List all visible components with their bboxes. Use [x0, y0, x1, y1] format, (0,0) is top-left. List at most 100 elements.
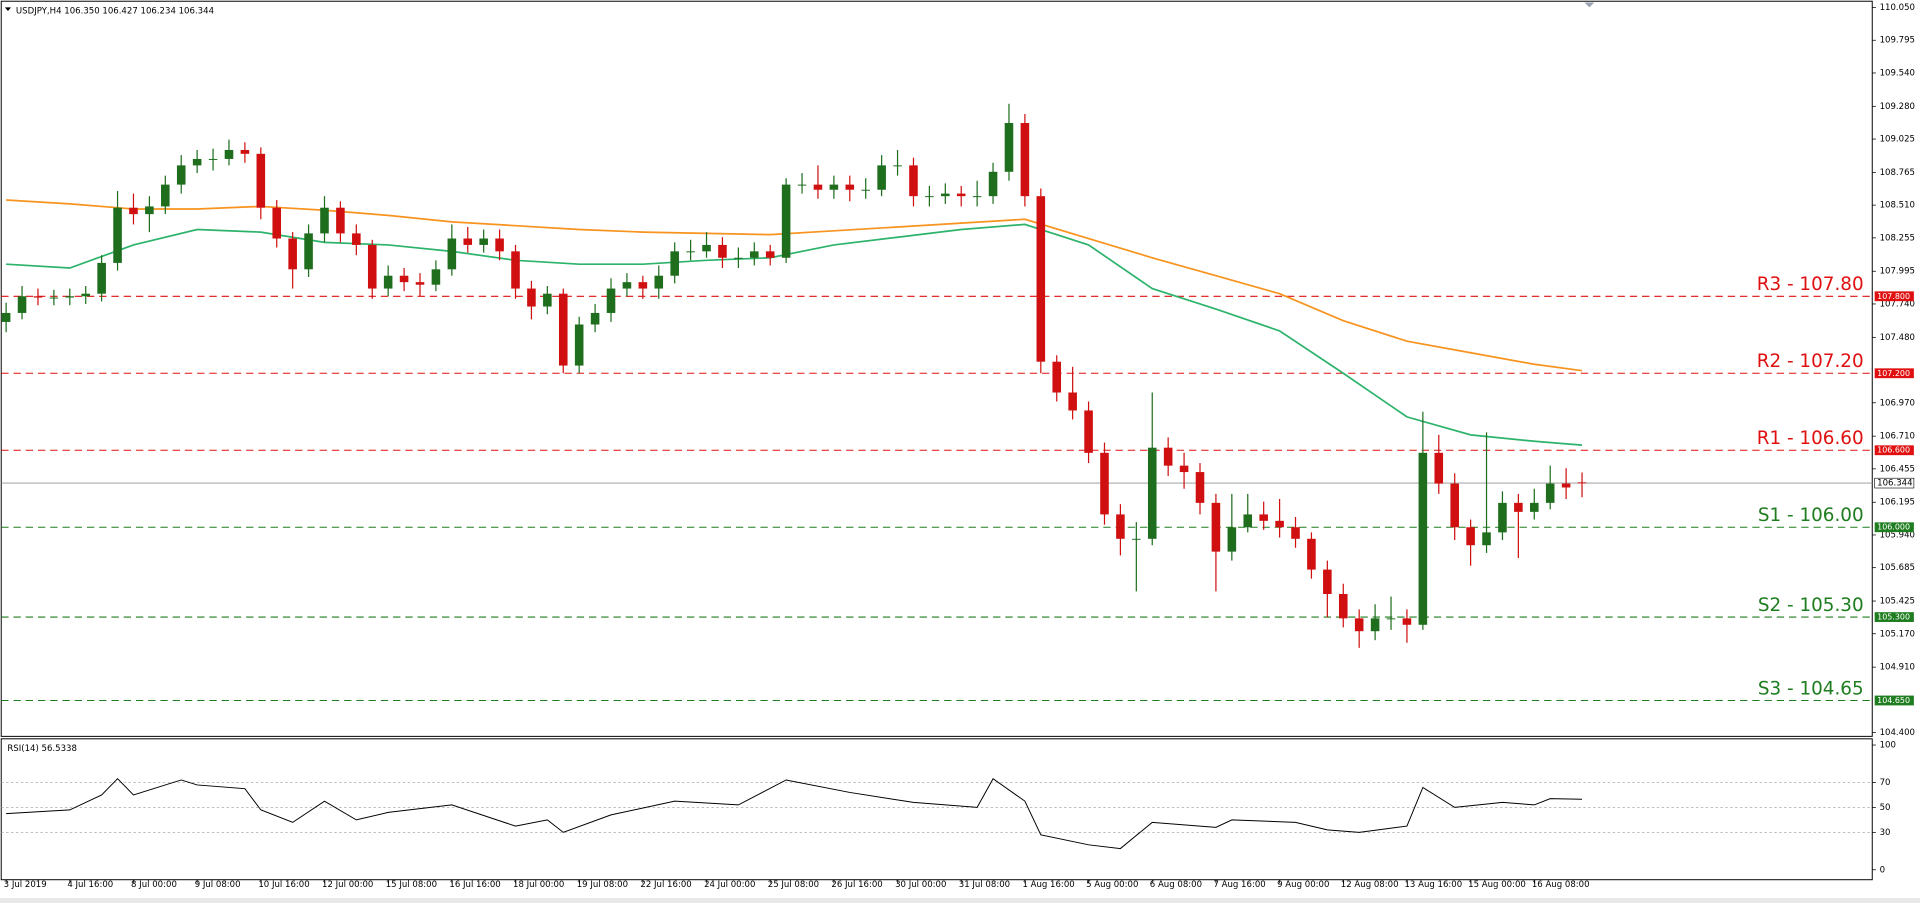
- candle-body: [1132, 538, 1141, 540]
- candle-body: [590, 312, 600, 325]
- candle-body: [1147, 447, 1157, 539]
- rsi-y-tick-label: 100: [1880, 741, 1896, 751]
- candle-body: [1036, 196, 1046, 362]
- y-tick-label: 110.050: [1880, 3, 1915, 13]
- candle-body: [941, 193, 950, 197]
- rsi-y-tick-label: 50: [1880, 803, 1891, 813]
- x-tick-label: 12 Jul 00:00: [322, 880, 373, 890]
- last-price-label: 106.344: [1877, 479, 1912, 489]
- candle-body: [1211, 502, 1221, 552]
- candle-body: [702, 244, 711, 252]
- candle-body: [1450, 483, 1459, 528]
- candle-body: [861, 189, 870, 191]
- level-label: S3 - 104.65: [1758, 678, 1864, 699]
- candle-body: [1020, 123, 1030, 197]
- candle-body: [383, 275, 393, 289]
- bottom-strip: [0, 898, 1920, 903]
- candle-body: [240, 149, 250, 154]
- x-tick-label: 12 Aug 08:00: [1341, 880, 1399, 890]
- y-tick-label: 108.255: [1880, 233, 1915, 243]
- x-tick-label: 13 Aug 16:00: [1404, 880, 1462, 890]
- x-tick-label: 30 Jul 00:00: [895, 880, 946, 890]
- candle-body: [670, 251, 679, 276]
- y-tick-label: 105.170: [1880, 629, 1915, 639]
- candle-body: [320, 207, 329, 234]
- x-tick-label: 6 Aug 08:00: [1150, 880, 1202, 890]
- level-label: R3 - 107.80: [1757, 274, 1864, 295]
- candle-body: [447, 238, 457, 270]
- candle-body: [1291, 527, 1300, 539]
- y-tick-label: 106.455: [1880, 464, 1915, 474]
- x-tick-label: 7 Aug 16:00: [1213, 880, 1265, 890]
- candle-body: [49, 297, 59, 299]
- candle-body: [431, 269, 441, 285]
- candle-body: [81, 293, 90, 297]
- candle-body: [1084, 410, 1093, 453]
- candle-body: [1482, 532, 1491, 546]
- x-tick-label: 19 Jul 08:00: [577, 880, 628, 890]
- candle-body: [256, 153, 266, 208]
- candle-body: [654, 275, 664, 289]
- candle-body: [797, 184, 807, 186]
- candle-body: [1116, 514, 1125, 539]
- candle-body: [1514, 502, 1523, 512]
- candle-body: [558, 293, 568, 366]
- candle-body: [1338, 593, 1348, 619]
- candle-body: [367, 244, 377, 289]
- rsi-line: [6, 777, 1583, 850]
- rsi-y-tick-label: 0: [1880, 865, 1885, 875]
- candle-body: [1402, 618, 1412, 625]
- y-tick-label: 108.765: [1880, 168, 1915, 178]
- y-tick-label: 105.940: [1880, 530, 1915, 540]
- y-tick-label: 109.025: [1880, 135, 1915, 145]
- candle-body: [1323, 569, 1332, 594]
- candle-body: [1100, 452, 1109, 515]
- candle-body: [1466, 527, 1475, 546]
- candle-body: [1243, 514, 1253, 528]
- level-tag-label: 106.600: [1877, 446, 1910, 455]
- candle-body: [1163, 447, 1173, 466]
- rsi-panel: [0, 738, 1873, 881]
- candle-body: [988, 171, 998, 197]
- candle-body: [925, 196, 934, 198]
- x-tick-label: 16 Aug 08:00: [1532, 880, 1590, 890]
- y-tick-label: 107.995: [1880, 267, 1915, 277]
- candle-body: [208, 158, 218, 160]
- x-tick-label: 4 Jul 16:00: [67, 880, 113, 890]
- candle-body: [352, 233, 361, 245]
- candle-body: [1068, 392, 1077, 411]
- y-tick-label: 109.280: [1880, 102, 1915, 112]
- rsi-y-tick-label: 70: [1880, 778, 1891, 788]
- candle-body: [1545, 483, 1555, 503]
- level-tag-label: 105.300: [1877, 613, 1910, 622]
- candle-body: [893, 165, 902, 167]
- level-label: S1 - 106.00: [1758, 505, 1864, 526]
- candle-body: [1530, 502, 1539, 512]
- last-price-tag: [1874, 477, 1915, 489]
- x-tick-label: 25 Jul 08:00: [768, 880, 819, 890]
- candle-body: [527, 288, 536, 307]
- candle-body: [113, 207, 122, 263]
- level-tag-label: 104.650: [1877, 696, 1910, 705]
- candle-body: [734, 257, 743, 259]
- moving-average: [6, 199, 1583, 372]
- candle-body: [909, 165, 918, 197]
- x-tick-label: 9 Aug 00:00: [1277, 880, 1329, 890]
- candle-body: [129, 207, 138, 215]
- level-tag: [1874, 612, 1914, 622]
- candle-body: [224, 149, 234, 159]
- y-tick-label: 105.425: [1880, 597, 1915, 607]
- candle-body: [272, 207, 282, 239]
- candle-body: [1434, 452, 1444, 484]
- shift-marker: [1584, 2, 1595, 8]
- x-tick-label: 22 Jul 16:00: [640, 880, 691, 890]
- level-tag: [1874, 445, 1914, 456]
- y-tick-label: 107.480: [1880, 333, 1915, 343]
- level-label: S2 - 105.30: [1758, 595, 1864, 616]
- candle-body: [33, 296, 43, 298]
- candle-body: [479, 238, 488, 245]
- menu-arrow[interactable]: [4, 7, 12, 12]
- x-tick-label: 9 Jul 08:00: [195, 880, 241, 890]
